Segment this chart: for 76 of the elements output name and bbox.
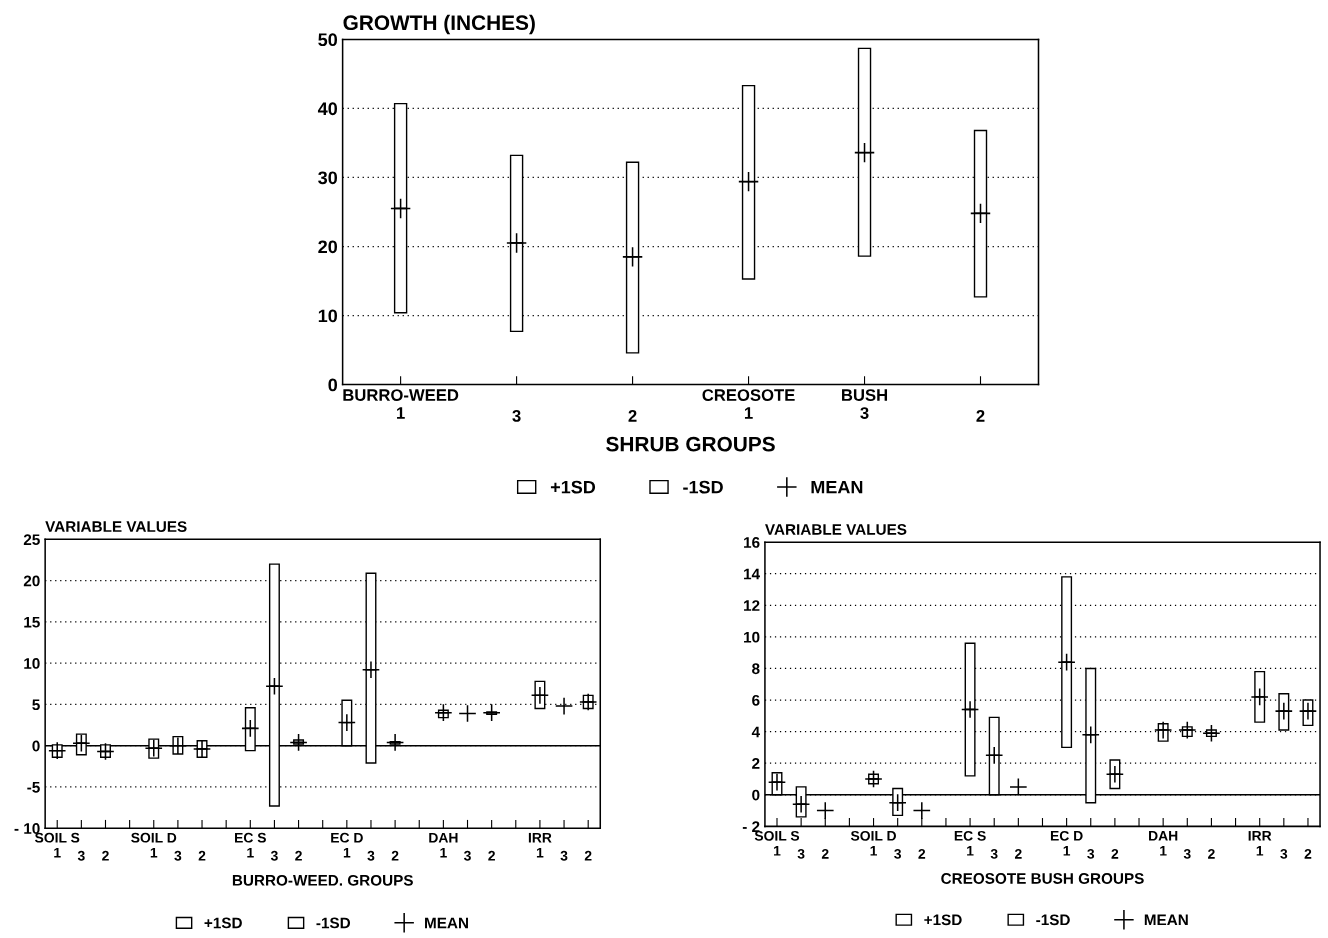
y-tick-label: 15 bbox=[24, 616, 40, 628]
x-tick-label: 3 bbox=[1183, 848, 1191, 859]
legend-label: MEAN bbox=[811, 480, 863, 494]
x-tick-label: 2 bbox=[628, 410, 637, 422]
y-tick-label: 4 bbox=[751, 726, 760, 738]
y-tick-label: 50 bbox=[318, 33, 338, 47]
x-tick-label: 3 bbox=[463, 850, 471, 861]
x-tick-label: DAH 1 bbox=[429, 832, 458, 858]
x-tick-label: 2 bbox=[198, 850, 206, 861]
x-tick-label: 3 bbox=[894, 848, 902, 859]
x-tick-label: 2 bbox=[1014, 848, 1022, 859]
y-tick-label: 10 bbox=[744, 631, 760, 643]
x-tick-label: 2 bbox=[391, 850, 399, 861]
x-tick-label: 3 bbox=[367, 850, 375, 861]
legend-label: +1SD bbox=[550, 480, 596, 494]
x-tick-label: 2 bbox=[584, 850, 592, 861]
legend-label: MEAN bbox=[1144, 914, 1188, 926]
x-tick-label: 2 bbox=[102, 850, 109, 861]
x-tick-label: BUSH 3 bbox=[842, 389, 888, 419]
x-axis-title: CREOSOTE BUSH GROUPS bbox=[941, 873, 1144, 884]
legend-label: -1SD bbox=[1036, 914, 1070, 926]
x-tick-label: 3 bbox=[560, 850, 568, 861]
y-tick-label: 30 bbox=[318, 171, 338, 185]
x-tick-label: 2 bbox=[295, 850, 302, 861]
y-tick-label: -5 bbox=[27, 782, 40, 793]
y-tick-label: 0 bbox=[32, 740, 40, 752]
y-tick-label: 25 bbox=[23, 534, 40, 546]
y-tick-label: 10 bbox=[318, 309, 338, 323]
legend-label: -1SD bbox=[316, 917, 351, 929]
y-tick-label: 40 bbox=[317, 102, 338, 116]
x-tick-label: EC S 1 bbox=[235, 832, 266, 858]
legend-label: +1SD bbox=[204, 917, 242, 929]
y-tick-label: 12 bbox=[744, 600, 760, 611]
y-tick-label: 0 bbox=[328, 378, 338, 392]
legend-label: +1SD bbox=[924, 914, 962, 926]
x-tick-label: 2 bbox=[976, 410, 985, 422]
y-tick-label: 2 bbox=[752, 758, 760, 769]
x-tick-label: 3 bbox=[1280, 848, 1288, 859]
x-tick-label: IRR 1 bbox=[1248, 831, 1272, 856]
y-tick-label: - 10 bbox=[14, 823, 40, 834]
y-tick-label: 0 bbox=[752, 789, 760, 801]
y-tick-label: 8 bbox=[752, 663, 760, 675]
y-tick-label: 16 bbox=[744, 537, 760, 548]
x-tick-label: CREOSOTE 1 bbox=[702, 389, 795, 419]
x-tick-label: IRR 1 bbox=[528, 832, 552, 858]
x-tick-label: EC S 1 bbox=[954, 830, 986, 856]
y-axis-title: GROWTH (INCHES) bbox=[343, 14, 535, 35]
x-tick-label: 3 bbox=[797, 848, 805, 859]
y-tick-label: 5 bbox=[32, 699, 40, 711]
x-tick-label: 2 bbox=[488, 850, 495, 861]
x-tick-label: 2 bbox=[918, 848, 926, 859]
x-tick-label: 3 bbox=[1087, 848, 1095, 859]
y-tick-label: - 2 bbox=[742, 821, 760, 832]
x-tick-label: 3 bbox=[270, 850, 278, 861]
x-tick-label: 3 bbox=[77, 850, 85, 861]
x-tick-label: 3 bbox=[512, 410, 521, 422]
x-tick-label: DAH 1 bbox=[1149, 831, 1178, 856]
x-tick-label: 3 bbox=[990, 848, 998, 859]
y-tick-label: 10 bbox=[24, 658, 40, 669]
y-tick-label: 20 bbox=[318, 240, 338, 254]
x-tick-label: EC D 1 bbox=[1050, 830, 1083, 856]
y-axis-title: VARIABLE VALUES bbox=[45, 521, 187, 532]
y-axis-title: VARIABLE VALUES bbox=[765, 524, 907, 535]
x-tick-label: 2 bbox=[1304, 848, 1312, 859]
x-tick-label: BURRO-WEED 1 bbox=[343, 389, 459, 419]
y-tick-label: 6 bbox=[752, 694, 760, 706]
x-axis-title: SHRUB GROUPS bbox=[606, 436, 775, 452]
legend-label: MEAN bbox=[425, 917, 468, 929]
x-tick-label: 2 bbox=[1208, 848, 1215, 859]
legend-label: -1SD bbox=[683, 480, 723, 494]
y-tick-label: 14 bbox=[744, 568, 760, 580]
x-axis-title: BURRO-WEED. GROUPS bbox=[232, 874, 413, 886]
y-tick-label: 20 bbox=[23, 575, 40, 587]
x-tick-label: EC D 1 bbox=[331, 832, 363, 858]
x-tick-label: 2 bbox=[821, 848, 829, 859]
x-tick-label: 2 bbox=[1111, 848, 1119, 859]
